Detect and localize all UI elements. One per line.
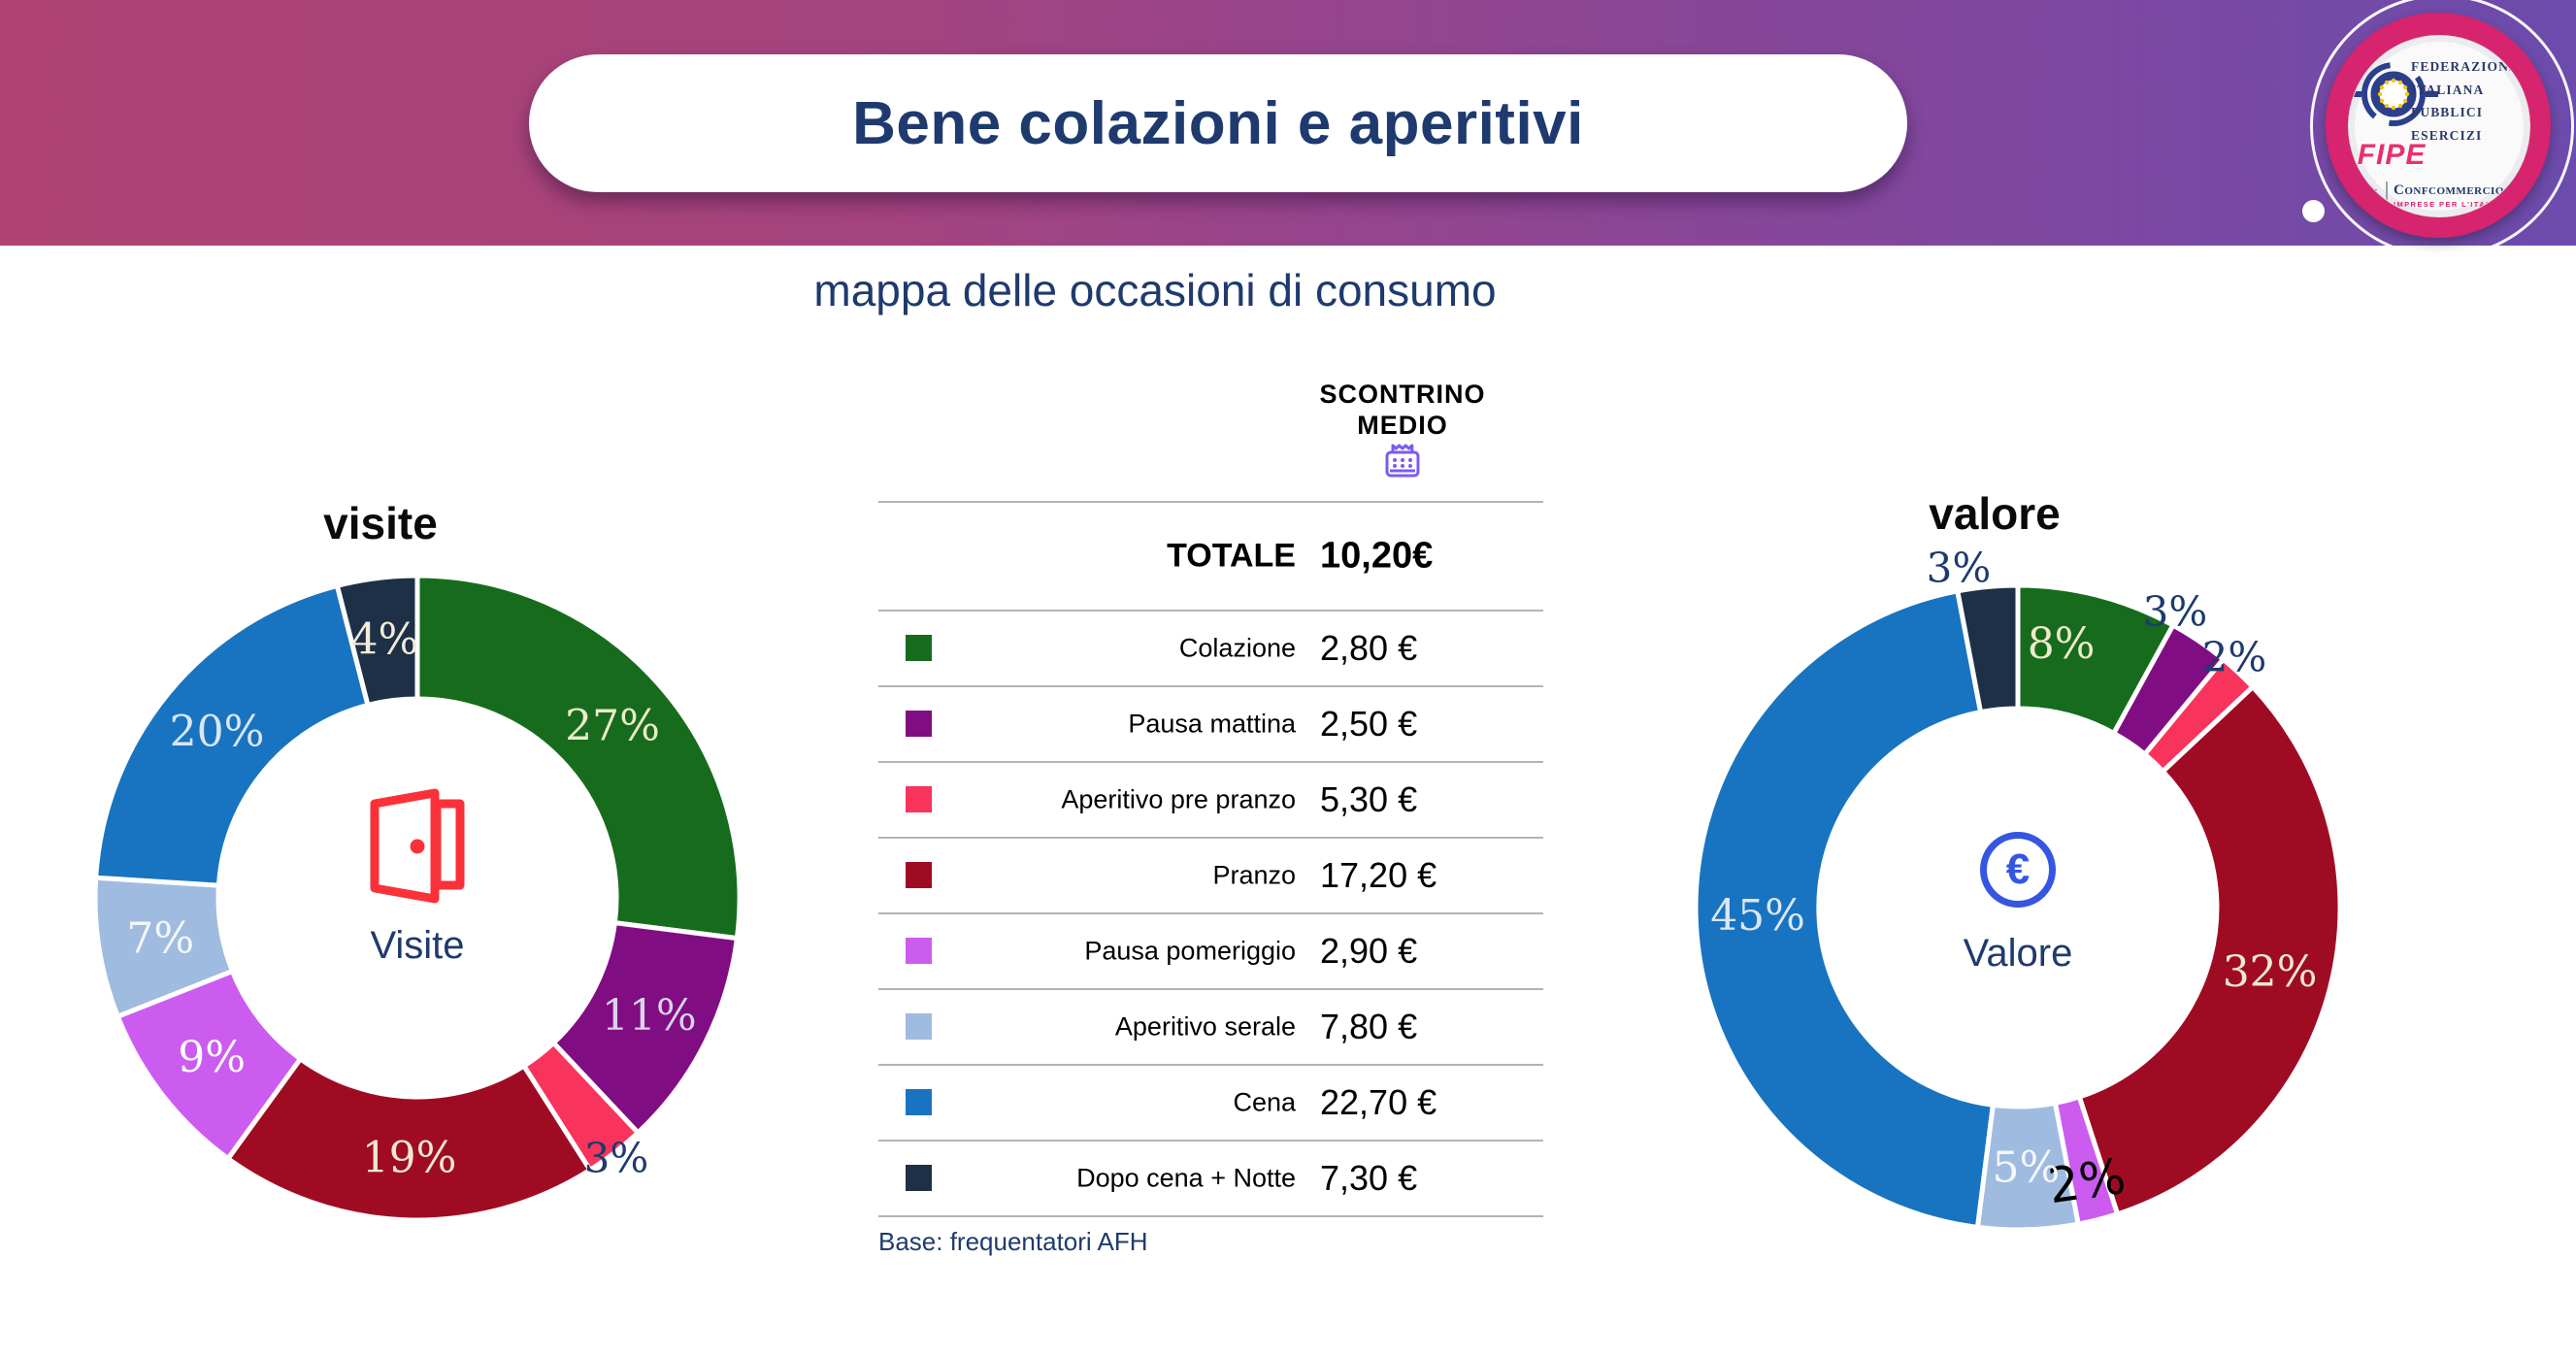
row-value: 7,80 € bbox=[1320, 1007, 1418, 1046]
donut-slice-label: 4% bbox=[350, 615, 418, 665]
donut-chart-valore: 8%3%2%32%2%5%45%3% bbox=[1693, 545, 2343, 1233]
row-value: 10,20€ bbox=[1320, 535, 1434, 577]
cash-register-icon bbox=[1385, 444, 1420, 478]
legend-swatch bbox=[906, 862, 932, 888]
legend-swatch bbox=[906, 1089, 932, 1115]
row-label: Aperitivo pre pranzo bbox=[1061, 784, 1296, 814]
donut-slice-pranzo bbox=[224, 1055, 594, 1223]
table-row: Pranzo 17,20 € bbox=[878, 837, 1543, 912]
base-note: Base: frequentatori AFH bbox=[878, 1227, 1148, 1256]
row-label: Aperitivo serale bbox=[1114, 1011, 1296, 1042]
table-row: Pausa pomeriggio 2,90 € bbox=[878, 912, 1543, 988]
table-row: Dopo cena + Notte 7,30 € bbox=[878, 1140, 1543, 1215]
donut-slice-pranzo bbox=[2076, 683, 2343, 1217]
row-label: Pausa mattina bbox=[1128, 709, 1296, 739]
row-value: 7,30 € bbox=[1320, 1158, 1418, 1198]
donut-slice-label: 9% bbox=[178, 1033, 246, 1082]
legend-swatch bbox=[906, 1013, 932, 1040]
donut-slice-label: 5% bbox=[1992, 1142, 2060, 1192]
table-header: SCONTRINO MEDIO bbox=[1319, 380, 1486, 441]
donut-slice-label: 32% bbox=[2223, 947, 2318, 997]
orbit-dot bbox=[2302, 200, 2325, 222]
federation-line: FEDERAZIONE bbox=[2411, 59, 2520, 74]
donut-slice-label: 7% bbox=[126, 913, 194, 963]
donut-slice-cena bbox=[1693, 587, 1997, 1231]
table-row: Aperitivo pre pranzo 5,30 € bbox=[878, 761, 1543, 837]
row-value: 22,70 € bbox=[1320, 1082, 1437, 1122]
row-label: TOTALE bbox=[1167, 537, 1296, 575]
fipe-wordmark: FIPE bbox=[2357, 139, 2427, 171]
fipe-emblem-icon bbox=[2349, 62, 2438, 126]
logo-divider bbox=[2386, 182, 2388, 209]
donut-slice-label: 2% bbox=[2202, 634, 2267, 681]
table-row-total: TOTALE 10,20€ bbox=[878, 501, 1543, 610]
header-band: Bene colazioni e aperitivi bbox=[0, 0, 2576, 246]
federation-line: ESERCIZI bbox=[2411, 127, 2483, 143]
federation-line: ITALIANA bbox=[2411, 82, 2485, 97]
euro-icon: € bbox=[1980, 832, 2056, 908]
row-label: Colazione bbox=[1178, 633, 1296, 663]
title-pill: Bene colazioni e aperitivi bbox=[529, 54, 1907, 192]
eu-stars-icon bbox=[2377, 78, 2410, 111]
chart-title-visite: visite bbox=[323, 498, 438, 548]
donut-slice-dopo-cena-notte bbox=[1954, 582, 2021, 715]
subtitle: mappa delle occasioni di consumo bbox=[813, 265, 1497, 315]
row-label: Pranzo bbox=[1212, 860, 1296, 890]
donut-center-label-visite: Visite bbox=[370, 924, 465, 967]
eagle-icon bbox=[2361, 186, 2377, 204]
fipe-logo: FIPE FEDERAZIONE ITALIANA PUBBLICI ESERC… bbox=[2326, 13, 2551, 238]
donut-chart-visite: 27% 11% 3% 19% 9% 7% 20% 4% bbox=[92, 573, 743, 1223]
legend-swatch bbox=[906, 786, 932, 812]
federation-line: PUBBLICI bbox=[2411, 105, 2484, 120]
donut-slice-label: 19% bbox=[362, 1133, 457, 1182]
row-label: Pausa pomeriggio bbox=[1084, 936, 1296, 966]
row-value: 2,90 € bbox=[1320, 931, 1418, 971]
chart-title-valore: valore bbox=[1929, 488, 2061, 539]
row-label: Dopo cena + Notte bbox=[1076, 1163, 1296, 1193]
row-label: Cena bbox=[1233, 1087, 1296, 1117]
row-value: 2,50 € bbox=[1320, 704, 1418, 744]
donut-slice-label: 3% bbox=[584, 1135, 649, 1182]
donut-slice-label: 8% bbox=[2028, 619, 2096, 669]
table-row: Pausa mattina 2,50 € bbox=[878, 685, 1543, 761]
row-value: 5,30 € bbox=[1320, 779, 1418, 819]
confcommercio-wordmark: Confcommercio bbox=[2394, 182, 2504, 198]
table-row: Colazione 2,80 € bbox=[878, 610, 1543, 685]
donut-slice-colazione bbox=[414, 573, 743, 942]
legend-swatch bbox=[906, 938, 932, 964]
legend-swatch bbox=[906, 1165, 932, 1191]
table-row: Aperitivo serale 7,80 € bbox=[878, 988, 1543, 1064]
donut-slice-cena bbox=[93, 582, 372, 888]
donut-slice-dopo-cena-notte bbox=[334, 573, 420, 709]
page-title: Bene colazioni e aperitivi bbox=[852, 89, 1584, 157]
row-value: 17,20 € bbox=[1320, 855, 1437, 895]
confcommercio-tagline: IMPRESE PER L'ITALIA bbox=[2394, 199, 2502, 209]
fipe-logo-inner: FIPE FEDERAZIONE ITALIANA PUBBLICI ESERC… bbox=[2348, 35, 2530, 217]
donut-center-label-valore: Valore bbox=[1963, 932, 2073, 975]
row-value: 2,80 € bbox=[1320, 628, 1418, 668]
donut-slice-label: 2% bbox=[2045, 1148, 2130, 1214]
donut-slice-label: 27% bbox=[565, 701, 660, 750]
donut-slice-label: 45% bbox=[1710, 891, 1805, 941]
legend-swatch bbox=[906, 711, 932, 737]
table-row: Cena 22,70 € bbox=[878, 1064, 1543, 1140]
orbit-ring bbox=[2310, 0, 2574, 258]
legend-swatch bbox=[906, 635, 932, 661]
donut-slice-label: 3% bbox=[2143, 588, 2208, 636]
donut-slice-label: 3% bbox=[1927, 545, 1992, 592]
scontrino-table: TOTALE 10,20€ Colazione 2,80 € Pausa mat… bbox=[878, 501, 1543, 1217]
door-icon bbox=[370, 788, 465, 904]
donut-slice-label: 20% bbox=[170, 708, 265, 757]
donut-slice-label: 11% bbox=[602, 991, 697, 1041]
federation-text: FEDERAZIONE ITALIANA PUBBLICI ESERCIZI bbox=[2411, 55, 2527, 148]
confcommercio-row: Confcommercio IMPRESE PER L'ITALIA bbox=[2359, 182, 2522, 209]
